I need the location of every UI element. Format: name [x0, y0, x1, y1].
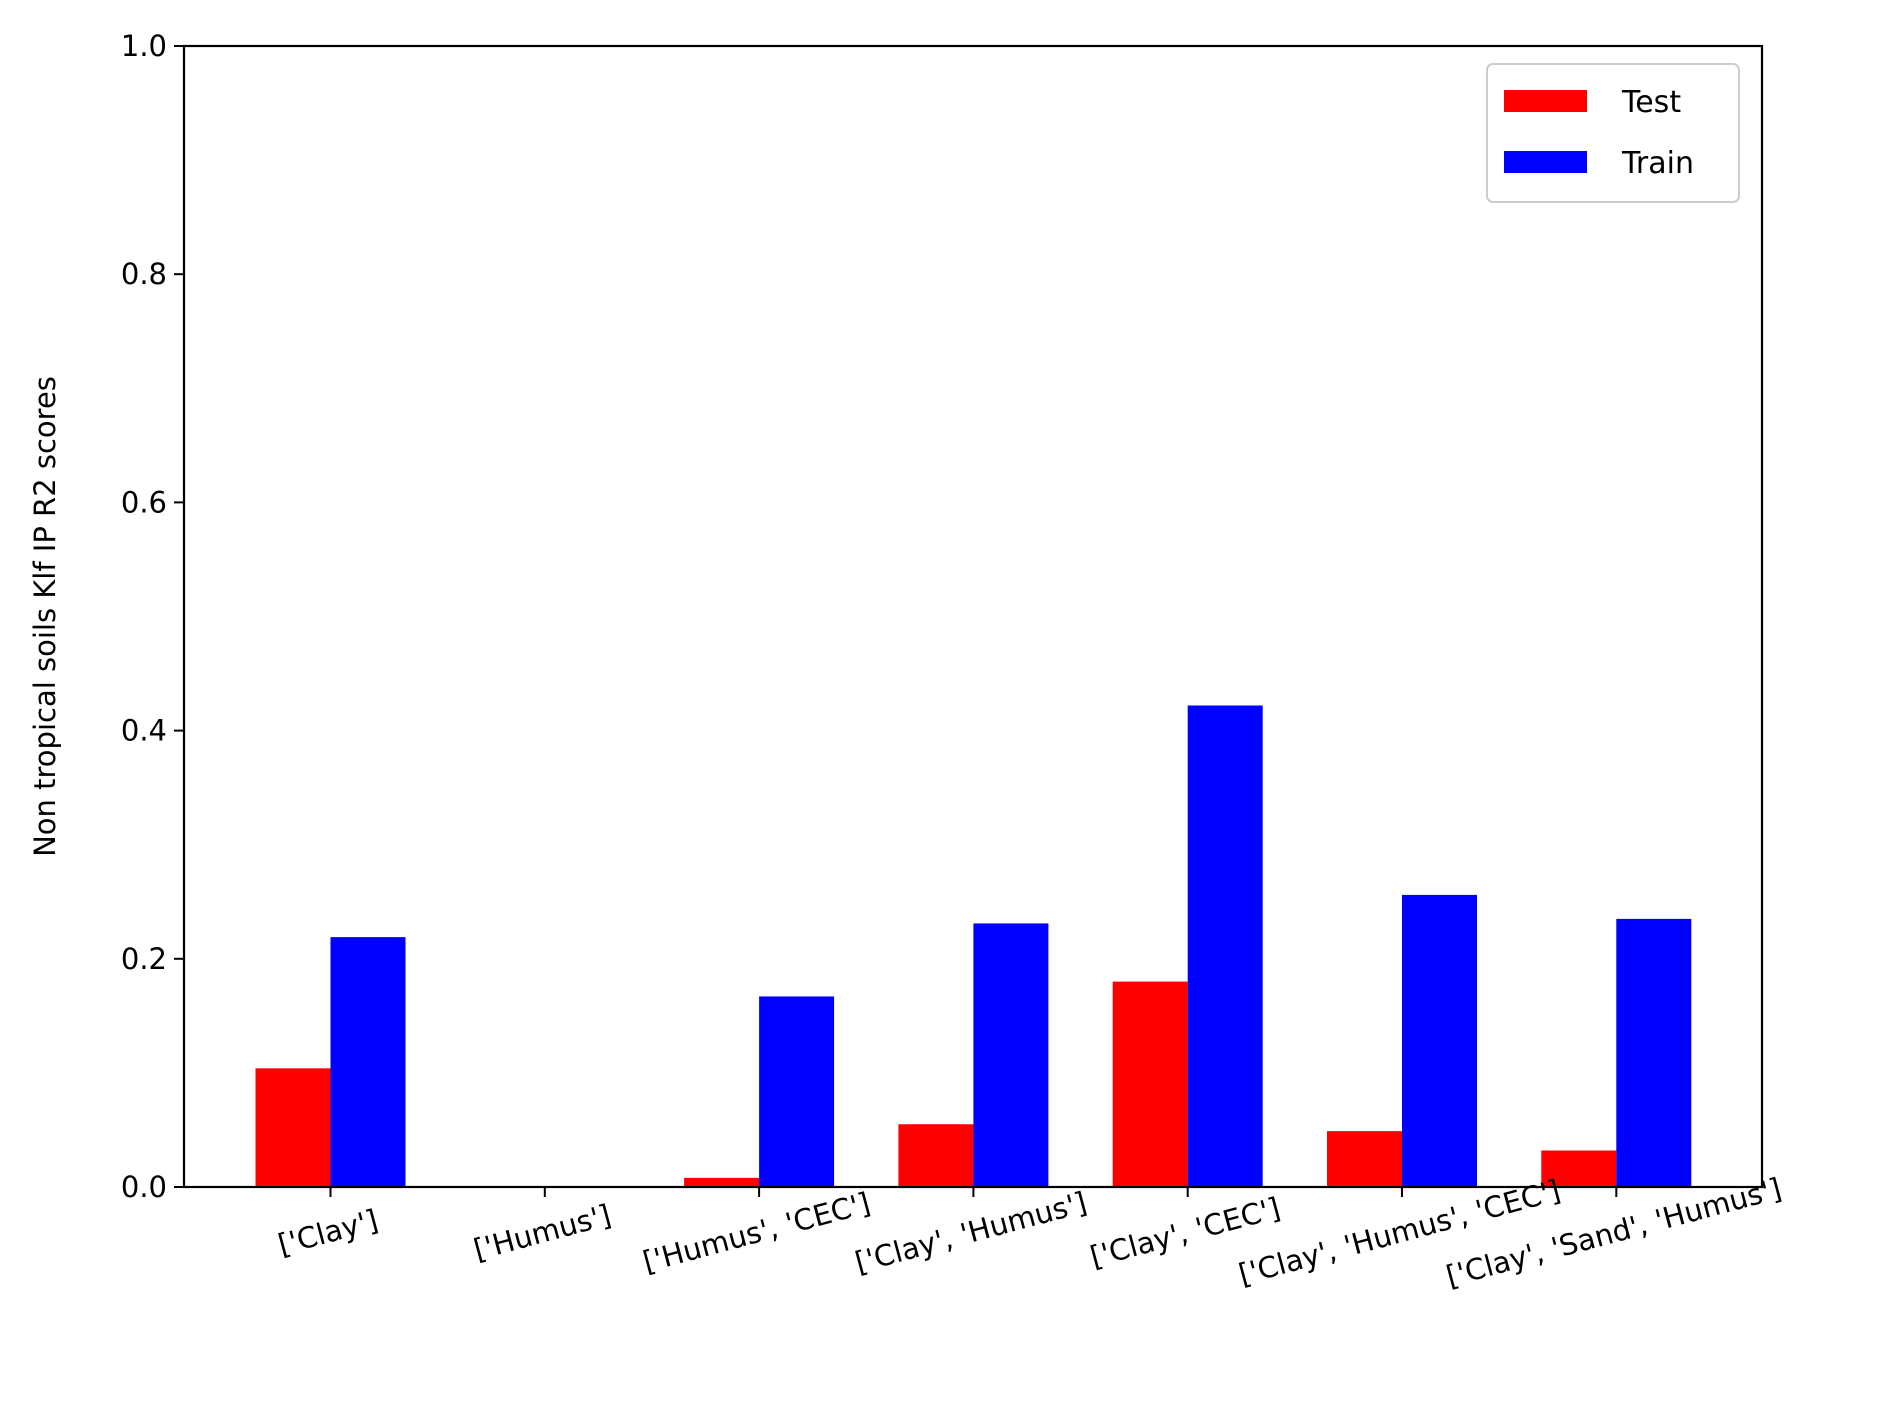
y-tick-label: 0.8 [121, 257, 167, 291]
bar-test-6 [1541, 1150, 1617, 1187]
bar-test-2 [684, 1177, 760, 1187]
y-tick-label: 0.0 [121, 1170, 167, 1204]
x-tick-label: ['Humus'] [470, 1198, 615, 1267]
bar-test-4 [1112, 981, 1188, 1187]
y-tick-label: 0.2 [121, 942, 167, 976]
legend-swatch-test [1504, 90, 1587, 112]
x-axis: ['Clay'] ['Humus'] ['Humus', 'CEC']['Clay'… [274, 1171, 1785, 1293]
bar-test-3 [898, 1124, 974, 1187]
bar-train-3 [973, 923, 1049, 1187]
y-tick-label: 0.4 [121, 714, 167, 748]
bar-train-2 [759, 996, 835, 1187]
x-tick-label: ['Clay', 'Humus'] [851, 1185, 1090, 1279]
bar-test-5 [1327, 1131, 1402, 1187]
bars-layer [255, 705, 1692, 1187]
bar-train-6 [1616, 918, 1692, 1187]
legend-label-test: Test [1621, 85, 1681, 120]
y-axis: 0.0 0.2 0.4 0.6 0.8 1.0 [121, 29, 184, 1204]
legend-label-train: Train [1621, 146, 1694, 181]
x-tick-label: ['Clay'] [274, 1203, 381, 1262]
y-tick-label: 1.0 [121, 29, 167, 63]
bar-train-5 [1402, 894, 1477, 1187]
x-tick-label: ['Humus', 'CEC'] [639, 1186, 874, 1279]
legend-box [1486, 63, 1740, 203]
bar-test-0 [255, 1068, 331, 1187]
legend-swatch-train [1504, 151, 1587, 173]
bar-train-4 [1187, 705, 1263, 1187]
y-tick-label: 0.6 [121, 485, 167, 519]
legend: Test Train [1486, 63, 1740, 203]
plot-frame [182, 44, 1764, 1189]
y-axis-label: Non tropical soils Klf IP R2 scores [28, 376, 62, 857]
bar-train-0 [330, 937, 406, 1187]
